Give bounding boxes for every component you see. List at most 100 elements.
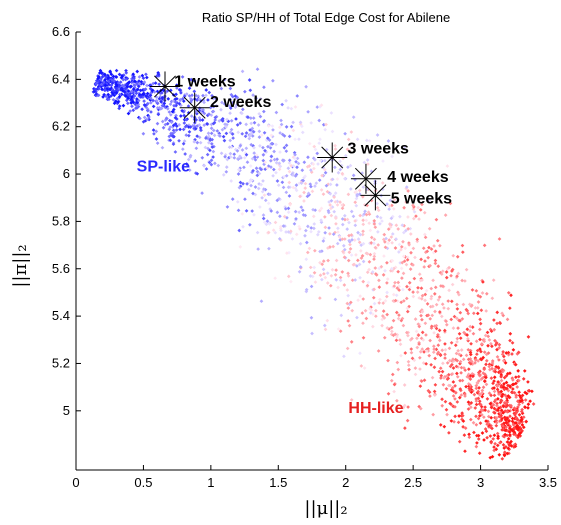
data-point <box>408 267 413 271</box>
data-point <box>257 135 262 139</box>
data-point <box>440 403 445 408</box>
data-point <box>456 420 461 425</box>
data-point <box>384 294 389 299</box>
data-point <box>287 161 292 165</box>
data-point <box>470 288 475 292</box>
data-point <box>275 179 280 183</box>
data-point <box>491 381 495 386</box>
data-point <box>418 349 423 354</box>
data-point <box>178 114 183 118</box>
data-point <box>420 278 424 282</box>
data-point <box>449 317 454 322</box>
data-point <box>313 157 317 162</box>
data-point <box>384 236 388 241</box>
data-point <box>455 254 460 259</box>
data-point <box>286 185 291 190</box>
data-point <box>492 327 497 332</box>
data-point <box>430 375 435 380</box>
data-point <box>429 362 433 367</box>
data-point <box>238 245 243 249</box>
data-point <box>474 422 479 427</box>
data-point <box>455 274 459 279</box>
data-point <box>208 148 212 153</box>
data-point <box>449 372 454 377</box>
data-point <box>256 247 260 251</box>
data-point <box>198 140 203 145</box>
data-point <box>507 395 512 400</box>
data-point <box>423 232 427 237</box>
data-point <box>353 200 358 205</box>
data-point <box>387 207 391 212</box>
data-point <box>428 338 432 343</box>
data-point <box>207 90 212 95</box>
data-point <box>269 154 274 159</box>
data-point <box>312 265 317 270</box>
data-point <box>485 330 490 335</box>
data-point <box>142 99 146 103</box>
data-point <box>402 403 407 408</box>
data-point <box>438 366 443 371</box>
data-point <box>396 227 401 231</box>
data-point <box>333 165 337 170</box>
data-point <box>303 233 307 238</box>
data-point <box>305 164 310 169</box>
data-point <box>479 357 484 362</box>
data-point <box>414 329 419 334</box>
data-point <box>187 168 192 172</box>
data-point <box>297 137 301 142</box>
data-point <box>433 382 438 387</box>
data-point <box>471 331 476 336</box>
data-point <box>451 389 456 393</box>
data-point <box>283 206 288 211</box>
data-point <box>491 437 496 441</box>
data-point <box>251 129 256 134</box>
data-point <box>443 399 448 404</box>
data-point <box>364 218 369 223</box>
data-point <box>153 81 158 85</box>
data-point <box>443 352 447 357</box>
data-point <box>372 241 376 246</box>
data-point <box>273 230 278 235</box>
data-point <box>477 451 482 456</box>
data-point <box>181 127 186 132</box>
data-point <box>348 187 353 191</box>
data-point <box>271 128 275 132</box>
data-point <box>495 321 499 326</box>
data-point <box>167 127 172 132</box>
data-point <box>526 380 530 384</box>
data-point <box>474 289 479 293</box>
data-point <box>178 127 182 132</box>
data-point <box>345 288 350 292</box>
data-point <box>336 285 340 290</box>
data-point <box>336 170 341 175</box>
data-point <box>484 358 489 363</box>
data-point <box>489 341 493 346</box>
data-point <box>483 405 487 410</box>
data-point <box>411 290 415 294</box>
data-point <box>275 198 280 203</box>
data-point <box>497 452 502 457</box>
data-point <box>355 137 360 142</box>
data-point <box>437 328 442 333</box>
data-point <box>260 189 265 194</box>
data-point <box>144 72 148 77</box>
data-point <box>323 225 328 230</box>
data-point <box>439 314 444 319</box>
data-point <box>516 369 520 373</box>
data-point <box>399 266 404 271</box>
data-point <box>477 399 482 404</box>
data-point <box>348 142 353 147</box>
data-point <box>476 437 481 441</box>
x-tick-label: 0 <box>72 475 79 490</box>
data-point <box>475 306 480 310</box>
y-axis-label: ||π||₂ <box>10 244 31 287</box>
data-point <box>473 306 478 310</box>
data-point <box>523 398 528 402</box>
data-point <box>375 205 380 210</box>
data-point <box>279 228 283 233</box>
data-point <box>427 353 432 358</box>
data-point <box>443 342 447 346</box>
data-point <box>406 405 410 409</box>
data-point <box>287 194 292 198</box>
data-point <box>224 131 229 136</box>
